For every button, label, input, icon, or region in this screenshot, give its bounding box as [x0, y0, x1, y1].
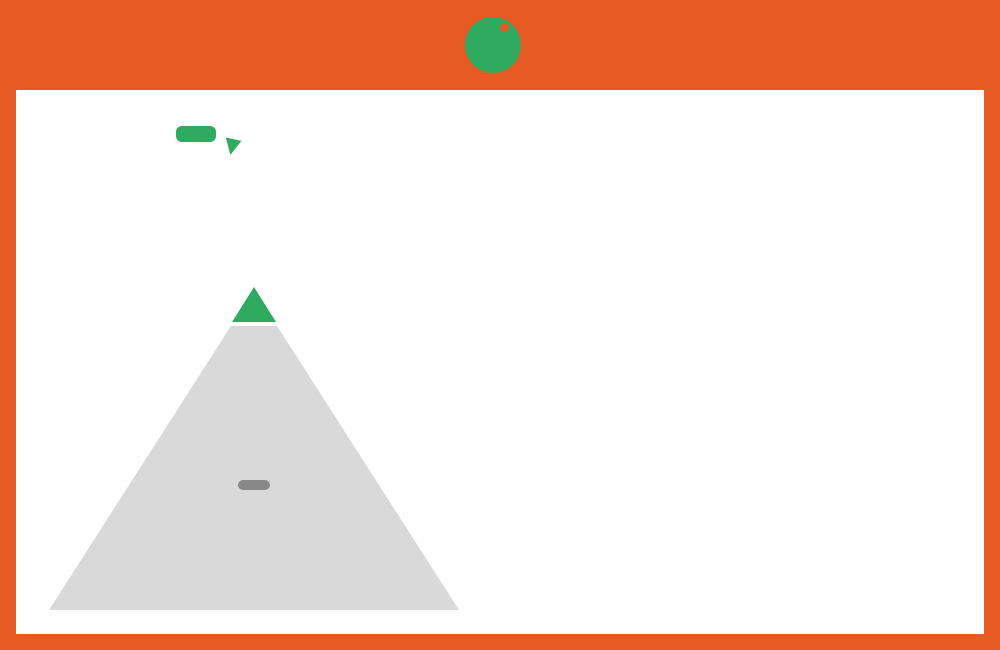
content-panel — [16, 90, 984, 634]
pyramid-body — [49, 290, 459, 610]
infographic-container — [0, 0, 1000, 650]
header — [0, 0, 1000, 90]
pyramid-tip — [232, 287, 276, 322]
body-row — [44, 130, 956, 620]
agency-label — [238, 480, 270, 490]
text-column — [492, 130, 956, 620]
callout-label — [176, 126, 216, 142]
pyramid-column — [44, 130, 464, 620]
pyramid-chart — [44, 130, 464, 620]
badge-icon — [465, 17, 521, 73]
